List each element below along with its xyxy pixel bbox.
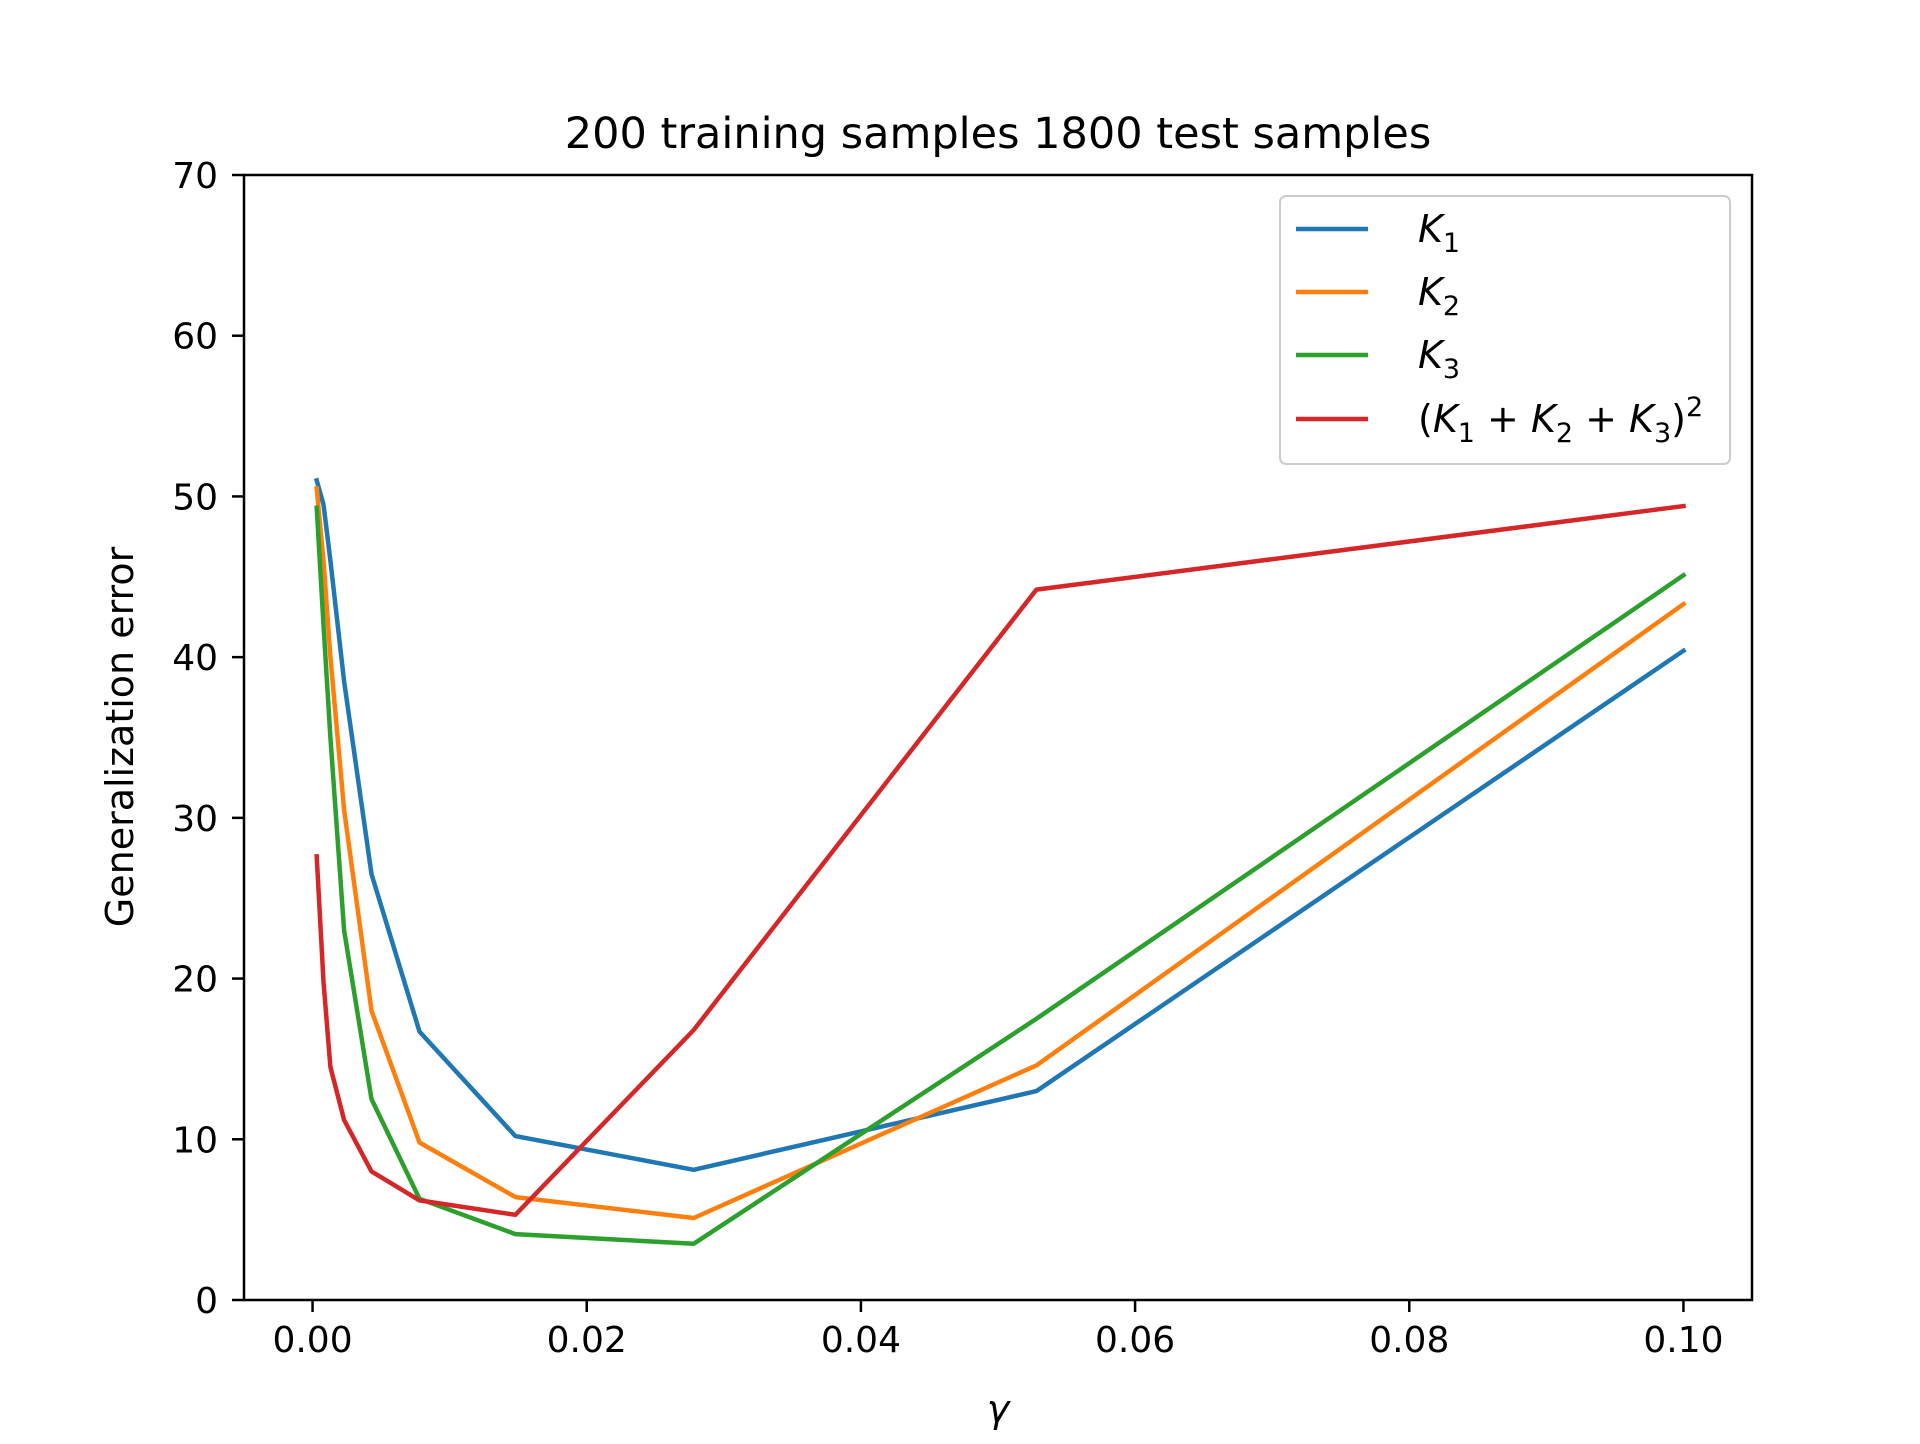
x-axis-ticks: 0.00 0.02 0.04 0.06 0.08 0.10	[272, 1300, 1724, 1361]
y-tick-label: 40	[172, 638, 218, 679]
x-tick-label: 0.06	[1095, 1320, 1175, 1361]
x-tick-label: 0.00	[272, 1320, 352, 1361]
legend: K1 K2 K3 (K1 + K2 + K3)2	[1279, 195, 1731, 465]
y-tick-label: 50	[172, 477, 218, 518]
x-tick-label: 0.10	[1643, 1320, 1723, 1361]
y-tick-label: 30	[172, 799, 218, 840]
plot-frame	[242, 173, 1754, 1302]
series-line-1	[313, 477, 1687, 1173]
legend-box	[1279, 195, 1731, 465]
x-tick-label: 0.02	[547, 1320, 627, 1361]
y-tick-label: 20	[172, 960, 218, 1001]
series-line-3	[314, 505, 1687, 1247]
y-axis-label: Generalization error	[98, 546, 142, 927]
series-line-2	[314, 485, 1687, 1221]
x-tick-label: 0.04	[821, 1320, 901, 1361]
y-axis-ticks: 0 10 20 30 40 50 60 70	[172, 156, 244, 1322]
x-axis-label: γ	[987, 1387, 1012, 1431]
y-tick-label: 0	[195, 1281, 218, 1322]
y-tick-label: 70	[172, 156, 218, 197]
x-tick-label: 0.08	[1369, 1320, 1449, 1361]
chart-title: 200 training samples 1800 test samples	[565, 109, 1432, 159]
y-tick-label: 10	[172, 1120, 218, 1161]
series-line-4	[314, 503, 1687, 1218]
series-layer	[313, 477, 1687, 1247]
y-tick-label: 60	[172, 317, 218, 358]
